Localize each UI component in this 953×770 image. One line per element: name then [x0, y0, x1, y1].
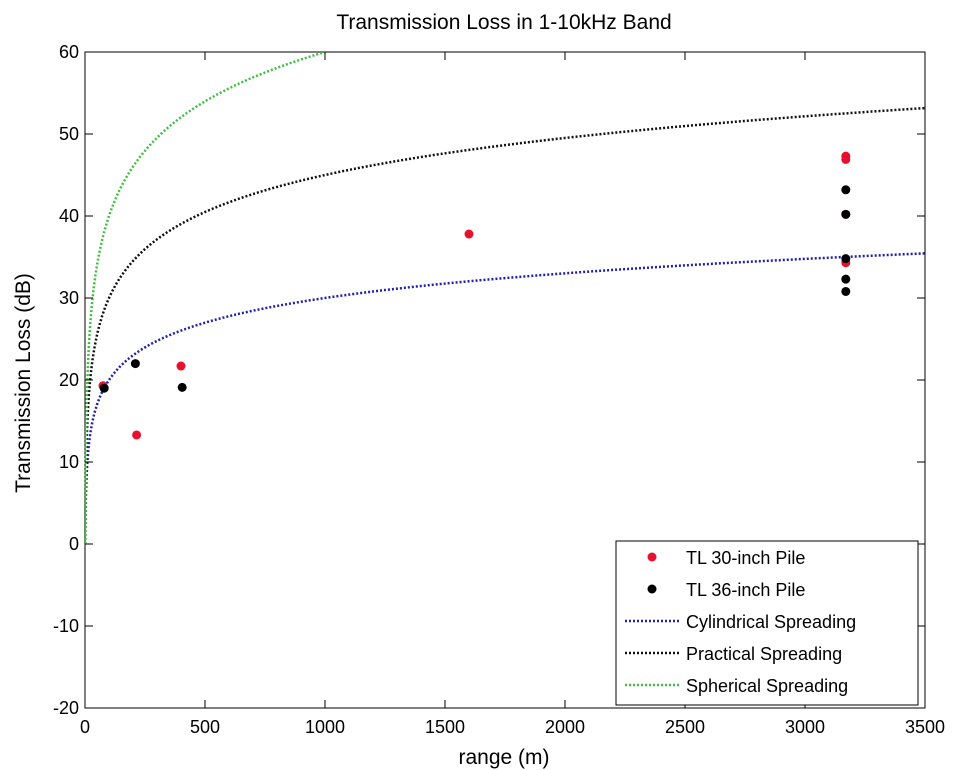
x-tick-label: 1500 [425, 717, 465, 737]
tl-36-inch-pile-point [841, 185, 851, 195]
y-tick-label: 30 [59, 288, 79, 308]
spreading-curves [83, 50, 926, 545]
y-tick-label: 0 [69, 534, 79, 554]
tl-36-inch-pile-point [841, 286, 851, 296]
legend-box [615, 540, 919, 706]
y-tick-label: 10 [59, 452, 79, 472]
legend-label-tl-30-inch-pile: TL 30-inch Pile [686, 548, 805, 568]
tl-36-inch-pile-point [841, 274, 851, 284]
tl-36-inch-pile-point [177, 382, 187, 392]
legend-label-practical-spreading: Practical Spreading [686, 644, 842, 664]
y-tick-label: 20 [59, 370, 79, 390]
legend-label-tl-36-inch-pile: TL 36-inch Pile [686, 580, 805, 600]
practical-spreading-curve [83, 106, 926, 545]
x-tick-label: 3500 [905, 717, 945, 737]
legend-marker-tl-36-inch-pile [647, 584, 657, 594]
data-points [98, 151, 851, 440]
y-tick-label: -10 [53, 616, 79, 636]
tl-30-inch-pile-point [176, 361, 186, 371]
spherical-spreading-curve [83, 50, 326, 545]
x-tick-label: 500 [190, 717, 220, 737]
y-tick-label: 60 [59, 42, 79, 62]
y-tick-label: -20 [53, 698, 79, 718]
x-tick-label: 1000 [305, 717, 345, 737]
chart-title: Transmission Loss in 1-10kHz Band [336, 11, 671, 34]
y-axis-label: Transmission Loss (dB) [12, 273, 35, 493]
legend-label-spherical-spreading: Spherical Spreading [686, 676, 848, 696]
x-axis-ticks: 0 500 1000 1500 2000 2500 3000 3500 [80, 52, 945, 737]
x-tick-label: 3000 [785, 717, 825, 737]
legend-label-cylindrical-spreading: Cylindrical Spreading [686, 612, 856, 632]
y-axis-ticks: -20 -10 0 10 20 30 40 50 60 [53, 42, 925, 718]
tl-36-inch-pile-point [841, 254, 851, 264]
x-tick-label: 0 [80, 717, 90, 737]
cylindrical-spreading-curve [83, 252, 926, 545]
tl-36-inch-pile-point [841, 209, 851, 219]
tl-30-inch-pile-point [841, 154, 851, 164]
y-tick-label: 40 [59, 206, 79, 226]
x-axis-label: range (m) [458, 746, 549, 769]
tl-36-inch-pile-point [99, 383, 109, 393]
y-tick-label: 50 [59, 124, 79, 144]
x-tick-label: 2000 [545, 717, 585, 737]
x-tick-label: 2500 [665, 717, 705, 737]
tl-30-inch-pile-point [464, 229, 474, 239]
tl-30-inch-pile-point [132, 430, 142, 440]
tl-36-inch-pile-point [130, 359, 140, 369]
legend: TL 30-inch Pile TL 36-inch Pile Cylindrica… [615, 540, 919, 706]
legend-marker-tl-30-inch-pile [647, 552, 657, 562]
